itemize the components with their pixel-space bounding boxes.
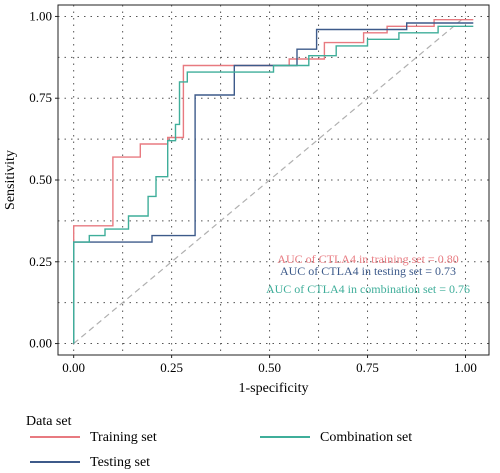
y-tick-label: 0.00 xyxy=(29,336,52,351)
y-tick-label: 1.00 xyxy=(29,8,52,23)
x-tick-label: 0.50 xyxy=(258,360,281,375)
legend: Data set Training set Testing set Combinat… xyxy=(26,414,412,470)
x-tick-label: 1.00 xyxy=(454,360,477,375)
series-layer xyxy=(72,19,474,344)
y-tick-label: 0.50 xyxy=(29,172,52,187)
x-axis-label: 1-specificity xyxy=(239,381,309,396)
x-tick-label: 0.75 xyxy=(356,360,379,375)
tick-layer: 0.00 0.25 0.50 0.75 1.00 0.00 0.25 0.50 0.75 1.00 xyxy=(29,8,477,375)
y-tick-label: 0.75 xyxy=(29,90,52,105)
reference-diagonal-line xyxy=(73,15,466,345)
grid-layer xyxy=(58,5,489,355)
y-tick-label: 0.25 xyxy=(29,254,52,269)
series-line-testing-set xyxy=(72,22,474,344)
series-line-combination-set xyxy=(72,25,474,344)
legend-label: Training set xyxy=(90,430,157,445)
y-axis-label: Sensitivity xyxy=(3,150,18,210)
legend-label: Combination set xyxy=(320,430,412,445)
auc-annotation: AUC of CTLA4 in training set = 0.80 xyxy=(277,252,458,266)
x-tick-label: 0.25 xyxy=(160,360,183,375)
auc-annotation: AUC of CTLA4 in testing set = 0.73 xyxy=(280,264,456,278)
x-tick-label: 0.00 xyxy=(62,360,85,375)
legend-title: Data set xyxy=(26,414,72,429)
auc-annotation: AUC of CTLA4 in combination set = 0.76 xyxy=(266,282,470,296)
reference-layer xyxy=(73,15,466,345)
legend-label: Testing set xyxy=(90,455,150,470)
